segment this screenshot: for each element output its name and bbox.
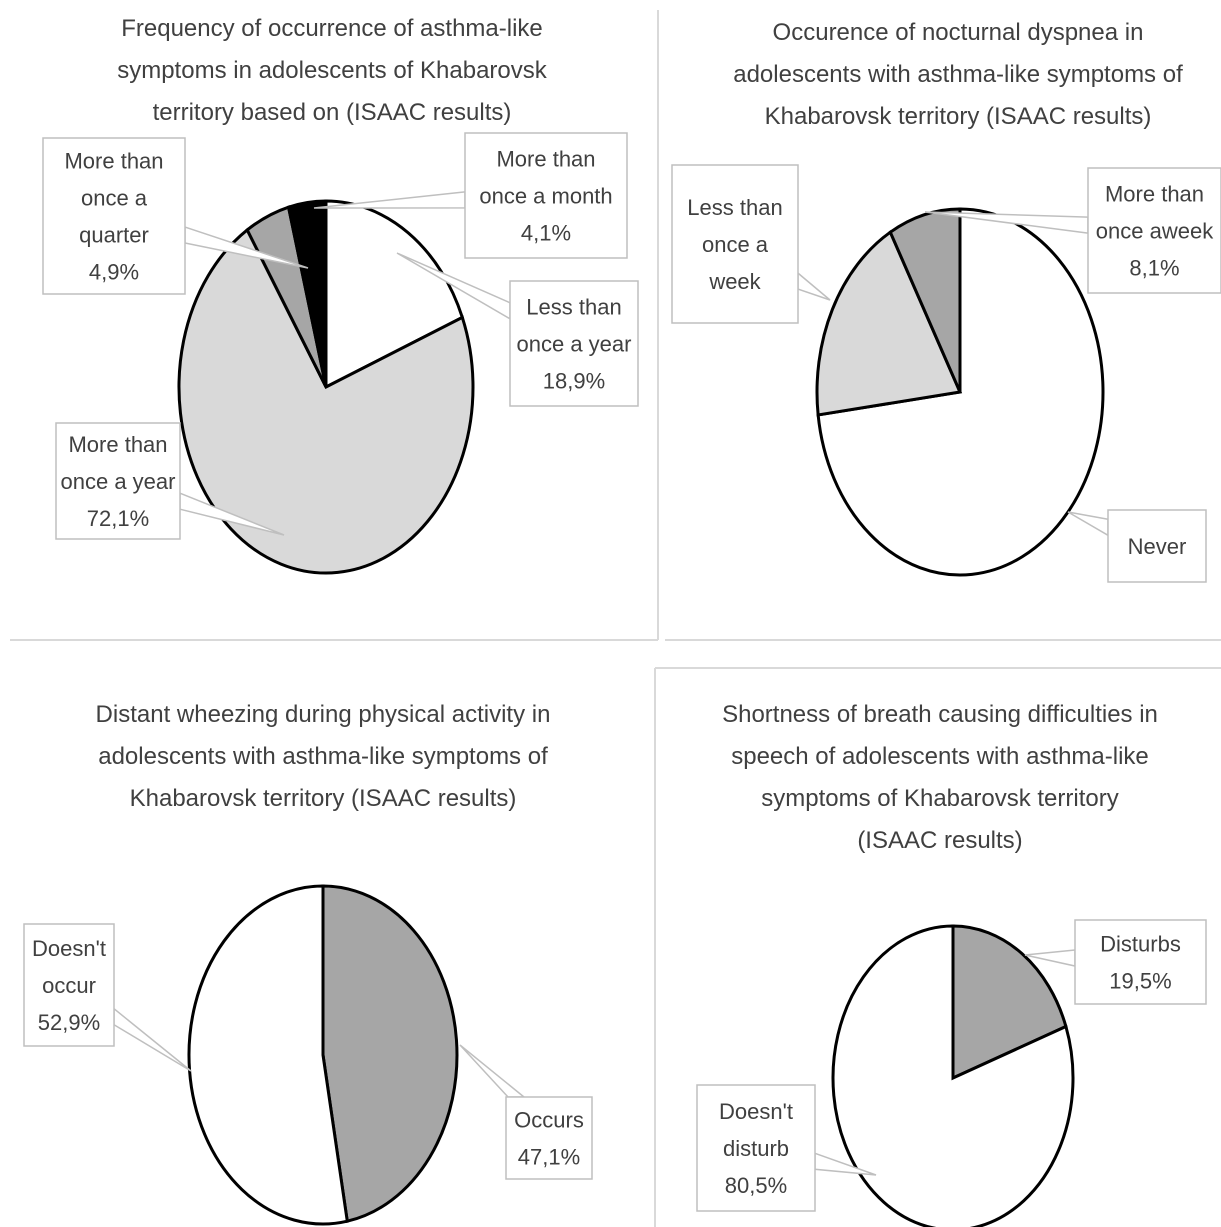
pie-slice [951,924,1068,1081]
pie-chart-4: Shortness of breath causing difficulties… [696,701,1207,1227]
slice-label-line: 80,5% [725,1173,787,1198]
slice-label-line: occur [42,973,96,998]
slice-label: Less than once a year 18,9% [517,295,632,394]
slice-label-line: once a year [517,332,632,357]
slice-label-box [1107,509,1207,583]
slice-label-line: Doesn't [719,1099,793,1124]
slice-label-line: More than [68,432,167,457]
slice-label-line: Doesn't [32,936,106,961]
slice-label: Less than once a week [687,195,782,294]
slice-label-box [671,164,799,324]
chart-title: Shortness of breath causing difficulties… [722,701,1158,854]
slice-label-line: 4,1% [521,221,571,246]
slice-label-line: 47,1% [518,1145,580,1170]
slice-label-box [42,137,186,295]
chart-title-line: Khabarovsk territory (ISAAC results) [130,785,517,812]
pie-chart-1: Frequency of occurrence of asthma-like sy… [42,15,639,575]
chart-title-line: adolescents with asthma-like symptoms of [98,743,548,770]
leader-line [313,191,466,209]
slice-label-line: More than [496,147,595,172]
slice-label-line: 8,1% [1129,256,1179,281]
slice-label: Doesn't disturb 80,5% [719,1099,793,1198]
slice-label-line: Disturbs [1100,932,1181,957]
slice-label-line: week [708,269,761,294]
pie-slice [187,884,349,1226]
slice-label: Doesn't occur 52,9% [32,936,106,1035]
chart-title-line: territory based on (ISAAC results) [153,99,512,126]
pie-slice [286,199,328,388]
slice-label: Disturbs 19,5% [1100,932,1181,994]
pie-slice [815,229,963,417]
slice-label-box [1074,919,1207,1005]
chart-title-line: Occurence of nocturnal dyspnea in [773,19,1144,46]
slice-label-line: Less than [687,195,782,220]
slice-label-line: More than [1105,182,1204,207]
slice-label-line: once a [702,232,769,257]
chart-title-line: symptoms in adolescents of Khabarovsk [117,57,548,84]
slice-label: Never [1128,534,1187,559]
slice-label-box [23,923,115,1047]
slice-label: Occurs 47,1% [514,1108,584,1170]
leader-line [797,271,831,301]
leader-line [459,1044,527,1098]
slice-label: More than once a year 72,1% [61,432,176,531]
slice-label-line: 72,1% [87,506,149,531]
slice-label: More than once a quarter 4,9% [64,149,163,285]
leader-line [113,1007,192,1072]
slice-label-line: once aweek [1096,219,1214,244]
slice-label-line: More than [64,149,163,174]
pie-chart-2: Occurence of nocturnal dyspnea in adolesc… [671,19,1221,583]
slice-label-line: Occurs [514,1108,584,1133]
slice-label-box [696,1084,816,1212]
pie-slice [831,924,1075,1227]
chart-title-line: adolescents with asthma-like symptoms of [733,61,1183,88]
chart-title: Occurence of nocturnal dyspnea in adolesc… [733,19,1183,130]
slice-label-box [55,422,181,540]
chart-title-line: Khabarovsk territory (ISAAC results) [765,103,1152,130]
pie-slice [321,884,459,1224]
slice-label: More than once aweek 8,1% [1096,182,1214,281]
chart-title-line: symptoms of Khabarovsk territory [761,785,1118,812]
slice-label: More than once a month 4,1% [479,147,612,246]
slice-label-box [1087,167,1221,294]
slice-label-line: 4,9% [89,260,139,285]
pie-slice [324,199,465,390]
slice-label-line: Less than [526,295,621,320]
pie-slice [888,207,962,393]
slice-label-line: disturb [723,1136,789,1161]
chart-title-line: speech of adolescents with asthma-like [731,743,1149,770]
slice-label-line: Never [1128,534,1187,559]
slice-label-line: once a [81,186,148,211]
slice-label-line: once a month [479,184,612,209]
chart-title-line: (ISAAC results) [857,827,1022,854]
slice-label-line: 18,9% [543,369,605,394]
slice-label-line: 52,9% [38,1010,100,1035]
chart-title: Distant wheezing during physical activit… [96,701,551,812]
slice-label-line: quarter [79,223,149,248]
chart-title-line: Frequency of occurrence of asthma-like [121,15,543,42]
pie-chart-3: Distant wheezing during physical activit… [23,701,593,1226]
slice-label-box [509,280,639,407]
slice-label-line: 19,5% [1109,969,1171,994]
leader-line [1067,511,1109,537]
slice-label-line: once a year [61,469,176,494]
slice-label-box [505,1096,593,1180]
chart-title-line: Shortness of breath causing difficulties… [722,701,1158,728]
pie-slice [177,227,475,575]
slice-label-box [464,132,628,259]
chart-title-line: Distant wheezing during physical activit… [96,701,551,728]
chart-title: Frequency of occurrence of asthma-like sy… [117,15,548,126]
